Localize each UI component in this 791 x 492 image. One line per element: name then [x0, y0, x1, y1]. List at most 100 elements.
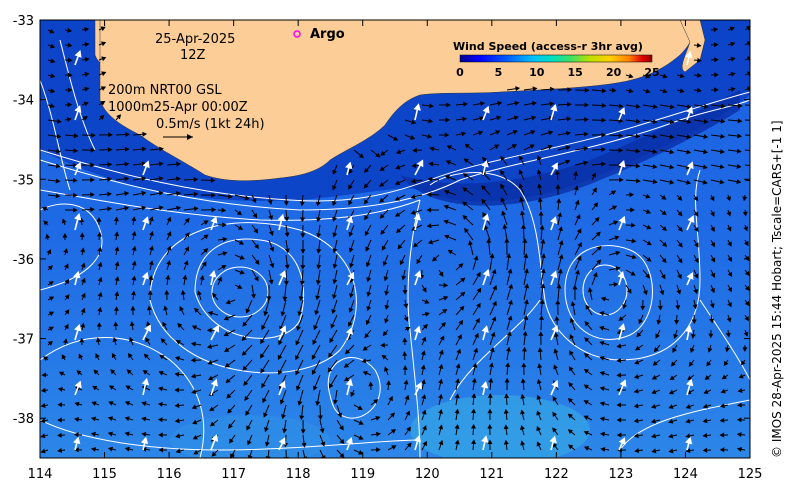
- velocity-arrowhead: [628, 88, 634, 94]
- velocity-arrowhead: [192, 434, 198, 440]
- velocity-arrowhead: [600, 446, 606, 452]
- velocity-arrowhead: [174, 402, 180, 408]
- velocity-arrowhead: [478, 130, 484, 136]
- velocity-arrowhead: [332, 200, 337, 207]
- velocity-arrowhead: [685, 404, 691, 409]
- velocity-arrowhead: [95, 337, 101, 343]
- velocity-arrowhead: [420, 379, 426, 385]
- velocity-arrowhead: [687, 375, 693, 381]
- velocity-arrowhead: [384, 290, 390, 296]
- velocity-arrowhead: [455, 363, 461, 369]
- velocity-arrowhead: [113, 306, 119, 312]
- velocity-arrowhead: [574, 199, 580, 205]
- velocity-arrowhead: [489, 347, 495, 353]
- velocity-arrowhead: [677, 273, 682, 280]
- velocity-arrowhead: [236, 210, 243, 216]
- velocity-arrowhead: [319, 428, 325, 434]
- velocity-arrowhead: [635, 148, 641, 154]
- velocity-arrowhead: [584, 102, 590, 108]
- velocity-arrowhead: [141, 446, 147, 452]
- velocity-arrowhead: [399, 260, 405, 266]
- velocity-arrowhead: [635, 133, 641, 139]
- velocity-arrowhead: [97, 276, 103, 282]
- velocity-arrowhead: [438, 424, 444, 430]
- velocity-arrowhead: [567, 429, 573, 435]
- velocity-arrowhead: [601, 147, 606, 153]
- velocity-arrowhead: [707, 347, 713, 353]
- velocity-arrowhead: [131, 245, 137, 251]
- velocity-arrowhead: [193, 191, 199, 197]
- velocity-arrowhead: [694, 257, 699, 264]
- velocity-arrowhead: [668, 389, 675, 395]
- velocity-arrowhead: [457, 334, 462, 340]
- velocity-arrowhead: [259, 353, 265, 359]
- velocity-arrowhead: [536, 425, 542, 432]
- velocity-arrowhead: [375, 152, 381, 158]
- velocity-arrowhead: [375, 431, 381, 437]
- velocity-arrowhead: [299, 201, 305, 207]
- velocity-arrowhead: [633, 374, 640, 379]
- velocity-arrowhead: [73, 148, 79, 154]
- velocity-arrowhead: [491, 268, 497, 275]
- velocity-arrowhead: [96, 216, 102, 222]
- velocity-arrowhead: [710, 257, 716, 263]
- y-tick-label: -34: [13, 94, 34, 109]
- velocity-arrow: [744, 119, 750, 121]
- velocity-arrowhead: [300, 233, 306, 238]
- velocity-arrowhead: [725, 332, 731, 338]
- velocity-arrowhead: [631, 254, 637, 260]
- velocity-arrowhead: [553, 332, 559, 338]
- velocity-arrowhead: [669, 119, 675, 125]
- velocity-arrowhead: [686, 179, 692, 185]
- velocity-arrowhead: [693, 196, 699, 202]
- velocity-arrowhead: [704, 375, 710, 380]
- velocity-arrowhead: [720, 133, 726, 139]
- velocity-arrowhead: [284, 232, 290, 238]
- velocity-arrowhead: [635, 103, 641, 109]
- velocity-arrowhead: [315, 295, 321, 301]
- velocity-arrowhead: [315, 401, 321, 407]
- velocity-arrowhead: [692, 304, 698, 310]
- wind-arrowhead: [413, 103, 421, 111]
- velocity-arrowhead: [471, 393, 477, 399]
- velocity-arrowhead: [141, 176, 147, 182]
- velocity-arrowhead: [640, 305, 646, 311]
- velocity-arrowhead: [673, 333, 679, 340]
- wind-arrowhead: [551, 379, 559, 388]
- velocity-arrowhead: [67, 42, 73, 48]
- velocity-arrowhead: [710, 272, 716, 278]
- velocity-arrowhead: [91, 401, 97, 407]
- velocity-arrowhead: [225, 378, 231, 384]
- velocity-arrowhead: [652, 149, 658, 155]
- velocity-arrowhead: [505, 346, 511, 352]
- velocity-arrowhead: [744, 316, 749, 322]
- velocity-arrowhead: [237, 225, 244, 230]
- velocity-arrowhead: [454, 393, 460, 399]
- velocity-arrowhead: [464, 227, 469, 234]
- velocity-arrowhead: [461, 131, 467, 137]
- wind-arrowhead: [279, 270, 287, 278]
- velocity-arrowhead: [650, 418, 656, 424]
- velocity-arrowhead: [209, 406, 215, 412]
- velocity-arrowhead: [48, 281, 54, 286]
- velocity-arrowhead: [162, 321, 167, 327]
- velocity-arrowhead: [96, 321, 102, 327]
- velocity-arrowhead: [693, 273, 699, 279]
- y-tick-label: -38: [13, 412, 34, 427]
- velocity-arrowhead: [646, 224, 652, 230]
- wind-arrowhead: [279, 325, 287, 333]
- velocity-arrowhead: [421, 409, 427, 415]
- velocity-arrowhead: [349, 262, 354, 269]
- velocity-arrowhead: [175, 433, 181, 439]
- velocity-arrowhead: [364, 214, 369, 221]
- velocity-arrowhead: [330, 323, 336, 329]
- velocity-arrowhead: [540, 283, 546, 289]
- velocity-arrowhead: [500, 197, 506, 203]
- velocity-arrowhead: [737, 388, 743, 394]
- velocity-arrowhead: [80, 292, 86, 299]
- velocity-arrowhead: [660, 274, 666, 280]
- velocity-arrowhead: [164, 289, 170, 295]
- velocity-arrowhead: [688, 361, 694, 367]
- wind-arrowhead: [347, 271, 355, 280]
- velocity-arrowhead: [92, 385, 98, 391]
